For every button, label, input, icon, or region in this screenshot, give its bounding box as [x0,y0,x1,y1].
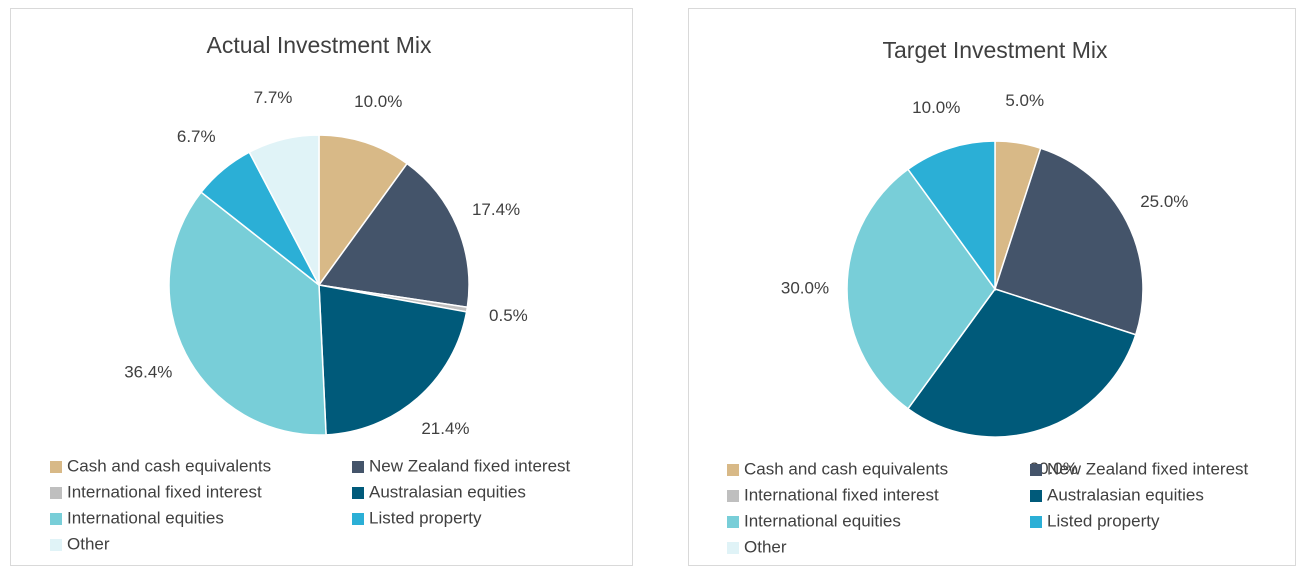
legend-swatch [727,542,739,554]
legend-label: International fixed interest [744,485,939,504]
legend-swatch [50,461,62,473]
legend-label: Other [744,537,787,556]
pie-slice [248,134,320,286]
legend-label: Other [67,534,110,553]
pie-slice [906,288,1137,438]
legend-label: International fixed interest [67,482,262,501]
legend-label: Listed property [1047,511,1160,530]
legend-label: New Zealand fixed interest [1047,459,1249,478]
legend-label: Cash and cash equivalents [744,459,948,478]
legend-label: Australasian equities [369,482,526,501]
pie-slice [318,134,409,288]
data-label: 17.4% [472,200,520,219]
legend-swatch [352,487,364,499]
data-label: 10.0% [354,92,402,111]
pie-slice [906,140,996,292]
chart-title: Target Investment Mix [883,37,1108,63]
legend-label: New Zealand fixed interest [369,456,571,475]
legend-swatch [352,461,364,473]
data-label: 10.0% [912,98,960,117]
data-label: 6.7% [177,127,216,146]
legend-swatch [727,516,739,528]
legend-label: International equities [744,511,901,530]
data-label: 7.7% [254,88,293,107]
legend-swatch [1030,464,1042,476]
pie-slice [317,162,470,309]
data-label: 0.5% [489,306,528,325]
pie-slice [846,168,996,410]
data-label: 25.0% [1140,192,1188,211]
legend-label: Australasian equities [1047,485,1204,504]
legend-swatch [727,464,739,476]
data-label: 21.4% [421,419,469,438]
legend-swatch [50,539,62,551]
legend-swatch [1030,516,1042,528]
data-label: 36.4% [124,362,172,381]
legend-label: International equities [67,508,224,527]
legend-label: Listed property [369,508,482,527]
pie-slice [994,147,1144,336]
data-label: 5.0% [1005,91,1044,110]
legend-swatch [352,513,364,525]
legend-swatch [50,513,62,525]
chart-title: Actual Investment Mix [207,32,432,58]
pie-slice [168,191,327,436]
legend-swatch [1030,490,1042,502]
legend-swatch [727,490,739,502]
legend-label: Cash and cash equivalents [67,456,271,475]
pie-slice [318,284,468,436]
data-label: 30.0% [781,278,829,297]
legend-swatch [50,487,62,499]
